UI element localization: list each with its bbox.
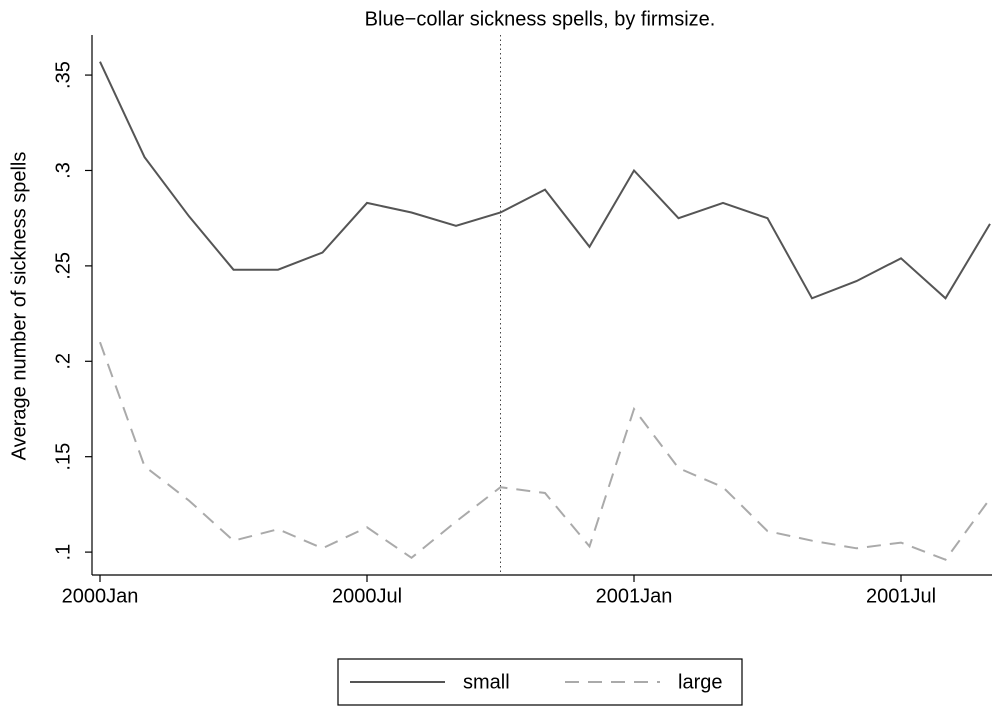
y-tick-label: .2 <box>52 353 74 370</box>
y-tick-label: .25 <box>52 252 74 280</box>
legend-label: large <box>678 671 722 693</box>
chart-title: Blue−collar sickness spells, by firmsize… <box>365 8 716 30</box>
y-axis-label: Average number of sickness spells <box>8 152 30 461</box>
series-line <box>99 341 991 561</box>
x-tick-label: 2001Jul <box>866 585 936 607</box>
series-line <box>99 61 991 300</box>
y-tick-label: .1 <box>52 544 74 561</box>
x-tick-label: 2000Jul <box>332 585 402 607</box>
y-tick-label: .3 <box>52 162 74 179</box>
legend-box <box>337 658 743 706</box>
x-tick-label: 2000Jan <box>62 585 139 607</box>
x-tick-label: 2001Jan <box>596 585 673 607</box>
legend-label: small <box>463 671 510 693</box>
y-tick-label: .35 <box>52 61 74 89</box>
y-tick-label: .15 <box>52 443 74 471</box>
